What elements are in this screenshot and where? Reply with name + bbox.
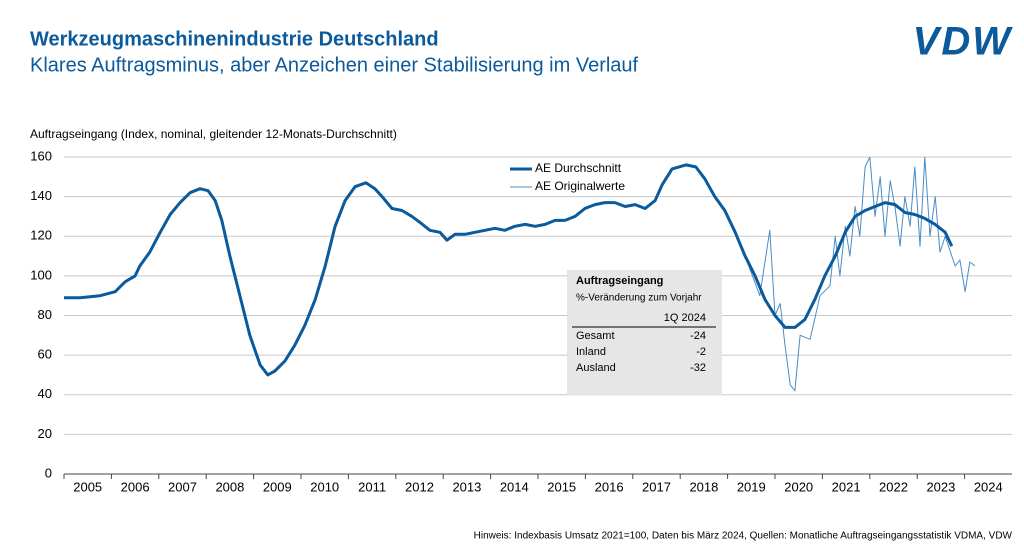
y-tick-label: 40 [38, 386, 52, 401]
x-tick-label: 2018 [689, 479, 718, 494]
x-tick-label: 2016 [595, 479, 624, 494]
x-tick-label: 2012 [405, 479, 434, 494]
table-title: Auftragseingang [576, 275, 663, 287]
chart-title: Werkzeugmaschinenindustrie Deutschland [30, 28, 439, 50]
line-series [744, 157, 976, 392]
x-tick-label: 2021 [832, 479, 861, 494]
inset-table: Auftragseingang %-Veränderung zum Vorjah… [567, 270, 722, 395]
table-background [567, 270, 722, 395]
table-row-value: -32 [690, 362, 706, 374]
legend-label: AE Originalwerte [535, 179, 625, 193]
x-tick-label: 2014 [500, 479, 529, 494]
x-tick-label: 2017 [642, 479, 671, 494]
x-tick-label: 2009 [263, 479, 292, 494]
x-tick-label: 2019 [737, 479, 766, 494]
line-series [64, 163, 954, 377]
x-tick-label: 2013 [452, 479, 481, 494]
x-tick-label: 2023 [926, 479, 955, 494]
x-tick-label: 2007 [168, 479, 197, 494]
x-tick-label: 2005 [73, 479, 102, 494]
x-tick-label: 2024 [974, 479, 1003, 494]
y-tick-label: 120 [30, 228, 52, 243]
table-row-label: Inland [576, 346, 606, 358]
x-tick-label: 2022 [879, 479, 908, 494]
y-tick-label: 20 [38, 426, 52, 441]
table-row-value: -24 [690, 330, 706, 342]
y-tick-label: 0 [45, 465, 52, 480]
x-tick-label: 2008 [215, 479, 244, 494]
x-tick-label: 2010 [310, 479, 339, 494]
x-tick-label: 2006 [121, 479, 150, 494]
table-row-label: Gesamt [576, 330, 615, 342]
legend-label: AE Durchschnitt [535, 161, 622, 175]
x-tick-label: 2020 [784, 479, 813, 494]
logo: VDW [913, 20, 1014, 64]
table-header: 1Q 2024 [664, 312, 706, 324]
table-row-value: -2 [696, 346, 706, 358]
chart-subtitle: Klares Auftragsminus, aber Anzeichen ein… [30, 54, 639, 76]
x-tick-label: 2015 [547, 479, 576, 494]
x-tick-label: 2011 [358, 479, 386, 494]
y-tick-label: 160 [30, 148, 52, 163]
y-axis-label: Auftragseingang (Index, nominal, gleiten… [30, 127, 397, 141]
y-tick-label: 140 [30, 188, 52, 203]
y-tick-label: 60 [38, 347, 52, 362]
footnote: Hinweis: Indexbasis Umsatz 2021=100, Dat… [474, 531, 1013, 542]
table-subtitle: %-Veränderung zum Vorjahr [576, 293, 702, 304]
y-tick-label: 80 [38, 307, 52, 322]
table-row-label: Ausland [576, 362, 616, 374]
y-tick-label: 100 [30, 267, 52, 282]
